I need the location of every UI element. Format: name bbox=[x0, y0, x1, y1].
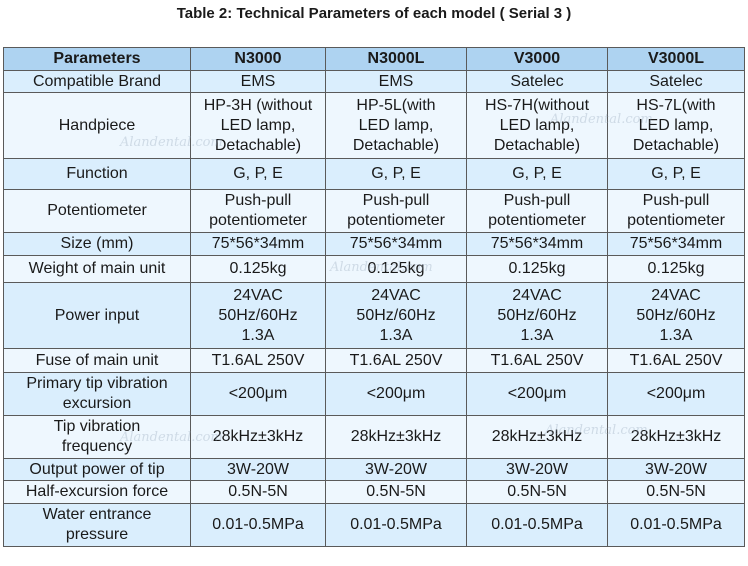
table-cell: <200μm bbox=[190, 372, 326, 416]
table-cell: Push-pull potentiometer bbox=[466, 189, 608, 233]
row-label: Power input bbox=[3, 282, 191, 349]
row-label: Compatible Brand bbox=[3, 70, 191, 93]
table-cell: <200μm bbox=[325, 372, 467, 416]
table-cell: 28kHz±3kHz bbox=[325, 415, 467, 459]
row-fuse: Fuse of main unit T1.6AL 250V T1.6AL 250… bbox=[3, 348, 745, 373]
row-label: Output power of tip bbox=[3, 458, 191, 481]
table-cell: T1.6AL 250V bbox=[466, 348, 608, 373]
table-cell: Push-pull potentiometer bbox=[607, 189, 745, 233]
row-handpiece: Handpiece HP-3H (without LED lamp, Detac… bbox=[3, 92, 745, 159]
table-cell: 0.5N-5N bbox=[607, 480, 745, 504]
row-label: Primary tip vibration excursion bbox=[3, 372, 191, 416]
header-n3000: N3000 bbox=[190, 47, 326, 71]
header-row: Parameters N3000 N3000L V3000 V3000L bbox=[3, 47, 745, 71]
row-label: Handpiece bbox=[3, 92, 191, 159]
table-cell: G, P, E bbox=[325, 158, 467, 190]
table-cell: 24VAC 50Hz/60Hz 1.3A bbox=[190, 282, 326, 349]
row-label: Potentiometer bbox=[3, 189, 191, 233]
table-cell: 0.125kg bbox=[466, 255, 608, 283]
table-cell: 0.5N-5N bbox=[325, 480, 467, 504]
table-cell: HP-3H (without LED lamp, Detachable) bbox=[190, 92, 326, 159]
header-parameters: Parameters bbox=[3, 47, 191, 71]
row-potentiometer: Potentiometer Push-pull potentiometer Pu… bbox=[3, 189, 745, 233]
header-v3000l: V3000L bbox=[607, 47, 745, 71]
table-cell: 75*56*34mm bbox=[607, 232, 745, 256]
table-cell: 3W-20W bbox=[607, 458, 745, 481]
row-label: Tip vibration frequency bbox=[3, 415, 191, 459]
row-tip-vibration-frequency: Tip vibration frequency 28kHz±3kHz 28kHz… bbox=[3, 415, 745, 459]
table-cell: HS-7L(with LED lamp, Detachable) bbox=[607, 92, 745, 159]
row-half-excursion-force: Half-excursion force 0.5N-5N 0.5N-5N 0.5… bbox=[3, 480, 745, 504]
table-cell: 24VAC 50Hz/60Hz 1.3A bbox=[607, 282, 745, 349]
table-cell: T1.6AL 250V bbox=[190, 348, 326, 373]
table-cell: Satelec bbox=[466, 70, 608, 93]
table-cell: Push-pull potentiometer bbox=[325, 189, 467, 233]
technical-parameters-table: Parameters N3000 N3000L V3000 V3000L Com… bbox=[3, 47, 745, 547]
table-cell: 24VAC 50Hz/60Hz 1.3A bbox=[466, 282, 608, 349]
table-cell: 0.5N-5N bbox=[466, 480, 608, 504]
row-size: Size (mm) 75*56*34mm 75*56*34mm 75*56*34… bbox=[3, 232, 745, 256]
row-compatible-brand: Compatible Brand EMS EMS Satelec Satelec bbox=[3, 70, 745, 93]
row-label: Size (mm) bbox=[3, 232, 191, 256]
table-cell: 3W-20W bbox=[325, 458, 467, 481]
row-label: Function bbox=[3, 158, 191, 190]
header-v3000: V3000 bbox=[466, 47, 608, 71]
table-cell: 75*56*34mm bbox=[190, 232, 326, 256]
table-cell: EMS bbox=[190, 70, 326, 93]
table-cell: G, P, E bbox=[607, 158, 745, 190]
row-weight: Weight of main unit 0.125kg 0.125kg 0.12… bbox=[3, 255, 745, 283]
table-cell: 0.01-0.5MPa bbox=[190, 503, 326, 547]
table-cell: T1.6AL 250V bbox=[325, 348, 467, 373]
table-cell: 0.125kg bbox=[325, 255, 467, 283]
row-label: Water entrance pressure bbox=[3, 503, 191, 547]
table-cell: HS-7H(without LED lamp, Detachable) bbox=[466, 92, 608, 159]
table-cell: G, P, E bbox=[190, 158, 326, 190]
table-cell: 0.125kg bbox=[607, 255, 745, 283]
table-title: Table 2: Technical Parameters of each mo… bbox=[176, 5, 572, 22]
table-cell: 75*56*34mm bbox=[325, 232, 467, 256]
table-cell: G, P, E bbox=[466, 158, 608, 190]
table-cell: 28kHz±3kHz bbox=[466, 415, 608, 459]
row-label: Fuse of main unit bbox=[3, 348, 191, 373]
table-cell: 0.01-0.5MPa bbox=[607, 503, 745, 547]
table-cell: 28kHz±3kHz bbox=[190, 415, 326, 459]
table-cell: 3W-20W bbox=[190, 458, 326, 481]
table-cell: 0.5N-5N bbox=[190, 480, 326, 504]
table-cell: 0.125kg bbox=[190, 255, 326, 283]
row-function: Function G, P, E G, P, E G, P, E G, P, E bbox=[3, 158, 745, 190]
row-power-input: Power input 24VAC 50Hz/60Hz 1.3A 24VAC 5… bbox=[3, 282, 745, 349]
header-n3000l: N3000L bbox=[325, 47, 467, 71]
table-cell: Push-pull potentiometer bbox=[190, 189, 326, 233]
table-cell: 3W-20W bbox=[466, 458, 608, 481]
table-cell: 24VAC 50Hz/60Hz 1.3A bbox=[325, 282, 467, 349]
table-cell: <200μm bbox=[607, 372, 745, 416]
row-primary-tip-vibration: Primary tip vibration excursion <200μm <… bbox=[3, 372, 745, 416]
table-cell: 75*56*34mm bbox=[466, 232, 608, 256]
table-cell: EMS bbox=[325, 70, 467, 93]
table-cell: 28kHz±3kHz bbox=[607, 415, 745, 459]
table-cell: Satelec bbox=[607, 70, 745, 93]
row-label: Half-excursion force bbox=[3, 480, 191, 504]
row-water-entrance-pressure: Water entrance pressure 0.01-0.5MPa 0.01… bbox=[3, 503, 745, 547]
table-cell: <200μm bbox=[466, 372, 608, 416]
table-cell: 0.01-0.5MPa bbox=[325, 503, 467, 547]
row-output-power: Output power of tip 3W-20W 3W-20W 3W-20W… bbox=[3, 458, 745, 481]
table-cell: 0.01-0.5MPa bbox=[466, 503, 608, 547]
table-cell: T1.6AL 250V bbox=[607, 348, 745, 373]
table-cell: HP-5L(with LED lamp, Detachable) bbox=[325, 92, 467, 159]
row-label: Weight of main unit bbox=[3, 255, 191, 283]
